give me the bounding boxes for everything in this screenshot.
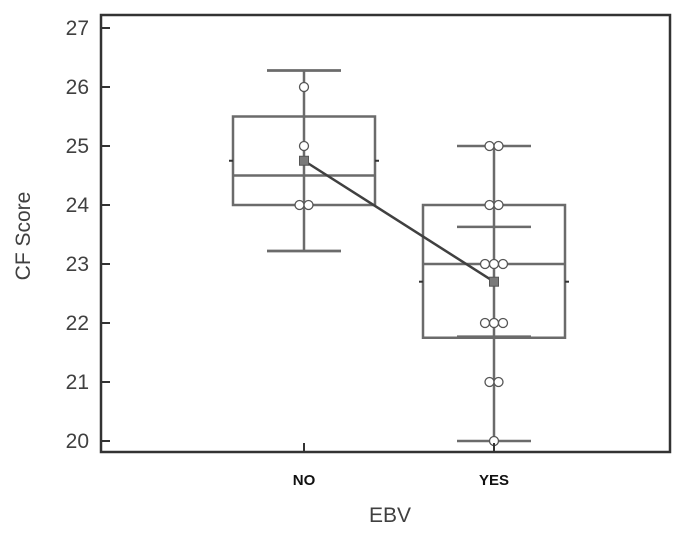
mean-marker	[489, 276, 499, 287]
y-tick-label: 22	[66, 312, 89, 335]
y-tick-label: 20	[66, 430, 89, 453]
y-tick-label: 23	[66, 253, 89, 276]
y-axis: 20 21 22 23 24 25 26 27	[66, 17, 110, 453]
box-plots	[229, 69, 569, 447]
data-point	[488, 317, 500, 329]
data-point	[493, 140, 504, 152]
y-tick-label: 24	[66, 194, 90, 217]
data-point	[488, 258, 500, 270]
data-point	[497, 258, 509, 270]
data-point	[298, 140, 310, 152]
plot-frame	[99, 13, 672, 454]
data-point	[497, 317, 509, 329]
y-tick-label: 27	[66, 17, 89, 40]
x-tick-label: NO	[293, 472, 316, 489]
y-tick-label: 25	[66, 135, 89, 158]
x-tick-label: YES	[479, 472, 509, 489]
data-point	[298, 81, 310, 93]
data-point	[294, 199, 305, 211]
data-point	[484, 140, 495, 152]
data-point	[484, 376, 495, 388]
y-tick-label: 21	[66, 371, 89, 394]
data-point	[484, 199, 495, 211]
data-point	[493, 199, 504, 211]
x-axis-title: EBV	[369, 504, 411, 527]
data-point	[493, 376, 504, 388]
box-group	[419, 140, 569, 447]
mean-line	[303, 159, 495, 283]
data-point	[479, 258, 491, 270]
y-tick-label: 26	[66, 76, 89, 99]
y-axis-title: CF Score	[12, 192, 35, 281]
mean-marker	[299, 155, 309, 166]
data-point	[303, 199, 314, 211]
x-axis: NO YES	[293, 443, 509, 489]
data-point	[479, 317, 491, 329]
